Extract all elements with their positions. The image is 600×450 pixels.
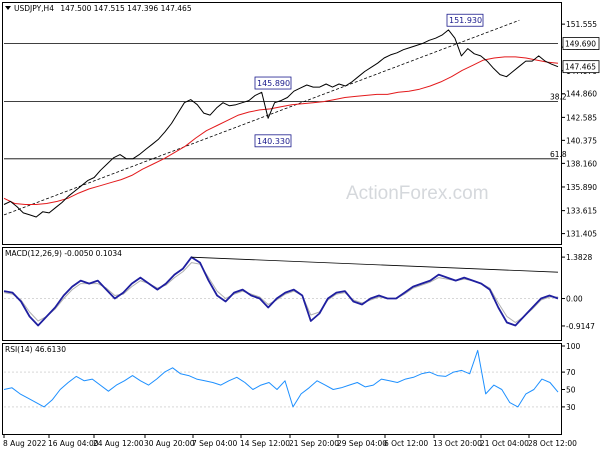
resistance-label-box: [562, 37, 600, 50]
rsi-y-tick-label-0: 100: [566, 342, 581, 351]
price-level-labels: 151.930 149.690 147.465 145.890 140.330: [254, 13, 600, 148]
symbol-label: USDJPY,H4: [14, 4, 54, 13]
price-y-tick-label-4: 142.585: [566, 113, 597, 122]
resistance-label: 149.690: [565, 40, 596, 49]
price-header: USDJPY,H4 147.500 147.515 147.396 147.46…: [14, 4, 192, 13]
macd-y-tick-label-2: -0.9147: [566, 322, 595, 331]
ema-line: [3, 56, 559, 205]
x-tick-label-0: 8 Aug 2022: [3, 439, 46, 448]
high-label: 151.930: [449, 16, 482, 25]
rsi-line: [3, 349, 559, 408]
macd-y-axis: 1.3828 0.00 -0.9147: [562, 253, 595, 331]
panel-frames: [2, 2, 562, 435]
rsi-series: [3, 349, 559, 408]
x-tick-label-6: 21 Sep 20:00: [289, 439, 339, 448]
price-series: [3, 19, 559, 218]
macd-signal-line: [3, 262, 558, 323]
price-levels: 38.2 61.8: [4, 43, 567, 160]
price-y-tick-label-0: 151.555: [566, 20, 597, 29]
price-panel-frame: [2, 2, 562, 245]
macd-y-tick-label-0: 1.3828: [566, 253, 592, 262]
macd-trendline: [191, 256, 559, 273]
current-price-label-box: [562, 60, 600, 74]
swing-high-label-box: [254, 76, 292, 90]
fib-label-5: 38.2: [550, 93, 567, 102]
price-y-tick-label-9: 131.405: [566, 230, 597, 239]
rsi-y-tick-label-2: 50: [566, 386, 576, 395]
macd-line: [3, 256, 559, 327]
x-tick-label-1: 16 Aug 04:00: [48, 439, 99, 448]
x-tick-label-2: 24 Aug 12:00: [93, 439, 144, 448]
watermark: ActionForex.com: [346, 183, 489, 204]
macd-header: MACD(12,26,9) -0.0050 0.1034: [5, 249, 122, 258]
x-tick-label-8: 6 Oct 12:00: [384, 439, 428, 448]
x-tick-label-4: 7 Sep 04:00: [192, 439, 238, 448]
swing-low-label-box: [254, 134, 292, 148]
rsi-y-tick-label-1: 70: [566, 368, 576, 377]
price-y-tick-label-3: 144.860: [566, 90, 597, 99]
x-tick-label-3: 30 Aug 20:00: [144, 439, 195, 448]
x-tick-label-11: 28 Oct 12:00: [528, 439, 577, 448]
fib-label-6: 61.8: [550, 150, 567, 159]
high-label-box: [446, 13, 484, 27]
rsi-panel-frame: [2, 343, 562, 435]
dropdown-arrow-icon: [5, 6, 11, 10]
x-tick-label-7: 29 Sep 04:00: [337, 439, 387, 448]
price-y-tick-label-5: 140.375: [566, 136, 597, 145]
price-y-tick-label-7: 135.890: [566, 183, 597, 192]
macd-y-tick-label-1: 0.00: [566, 295, 583, 304]
swing-low-label: 140.330: [257, 137, 290, 146]
rsi-header: RSI(14) 46.6130: [5, 345, 66, 354]
price-y-tick-label-8: 133.615: [566, 207, 597, 216]
x-tick-label-5: 14 Sep 12:00: [240, 439, 290, 448]
rsi-y-axis: 100 70 50 30: [562, 342, 581, 412]
macd-series: [3, 256, 559, 327]
ohlc-values: 147.500 147.515 147.396 147.465: [60, 4, 191, 13]
x-tick-label-10: 21 Oct 04:00: [480, 439, 529, 448]
rising-trendline: [3, 19, 520, 216]
x-tick-label-9: 13 Oct 20:00: [433, 439, 482, 448]
rsi-y-tick-label-3: 30: [566, 403, 576, 412]
price-y-tick-label-6: 138.160: [566, 159, 597, 168]
price-line: [3, 29, 559, 218]
swing-high-label: 145.890: [257, 79, 290, 88]
macd-panel-frame: [2, 247, 562, 341]
current-price-label: 147.465: [565, 63, 596, 72]
